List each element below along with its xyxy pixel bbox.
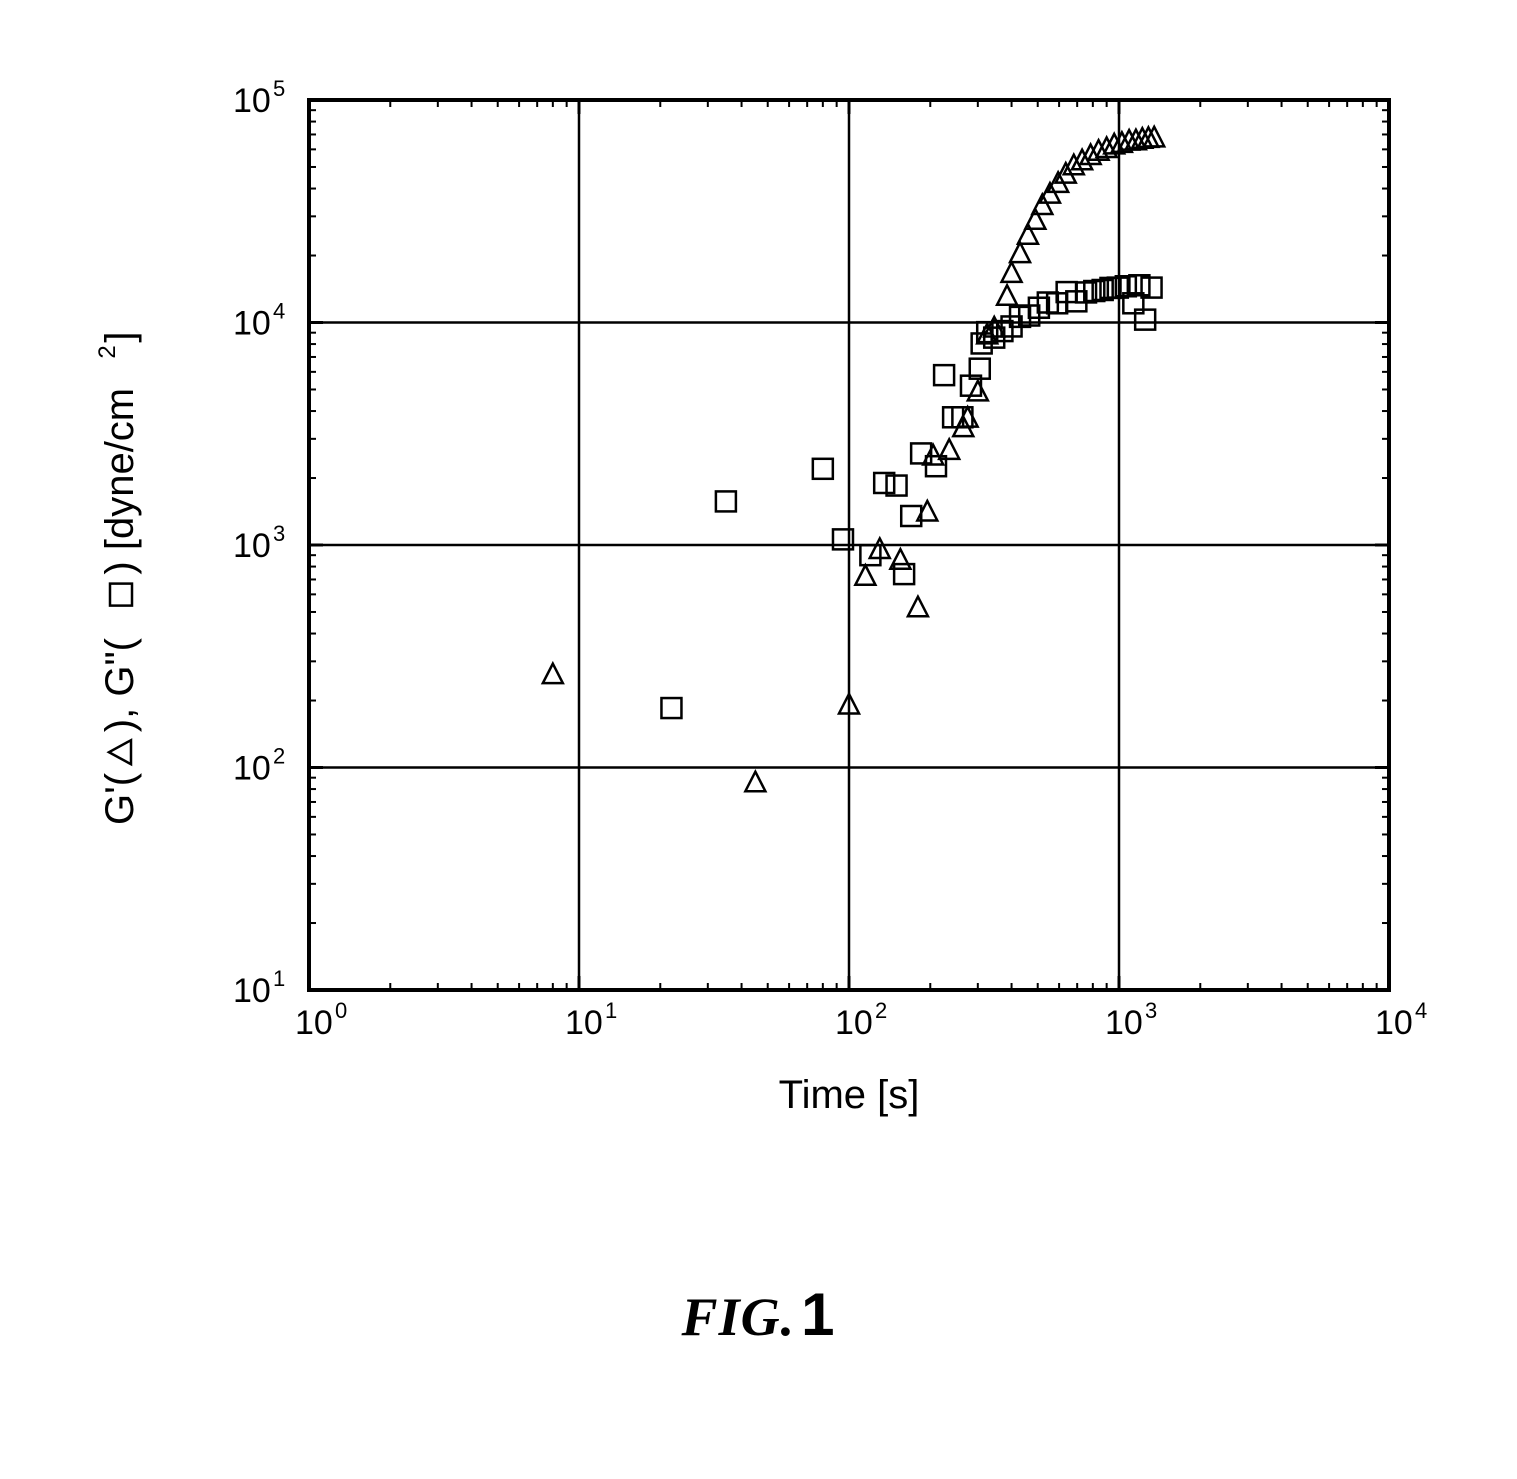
svg-text:10: 10 <box>1105 1004 1143 1042</box>
svg-text:10: 10 <box>233 527 271 565</box>
svg-text:), G"(: ), G"( <box>98 637 142 732</box>
svg-text:2: 2 <box>94 345 121 358</box>
svg-text:1: 1 <box>273 966 285 991</box>
svg-text:3: 3 <box>1145 998 1157 1023</box>
svg-text:10: 10 <box>565 1004 603 1042</box>
svg-text:2: 2 <box>273 744 285 769</box>
svg-text:5: 5 <box>273 76 285 101</box>
svg-text:10: 10 <box>233 305 271 343</box>
svg-text:1: 1 <box>605 998 617 1023</box>
svg-text:2: 2 <box>875 998 887 1023</box>
svg-text:Time [s]: Time [s] <box>778 1073 919 1117</box>
svg-text:3: 3 <box>273 521 285 546</box>
svg-text:) [dyne/cm: ) [dyne/cm <box>98 388 142 575</box>
caption-number: 1 <box>801 1281 835 1348</box>
svg-text:10: 10 <box>295 1004 333 1042</box>
svg-text:G'(: G'( <box>98 772 142 825</box>
rheology-chart: 100101102103104101102103104105Time [s]G'… <box>59 40 1459 1190</box>
svg-text:10: 10 <box>835 1004 873 1042</box>
svg-text:10: 10 <box>233 82 271 120</box>
svg-text:4: 4 <box>1415 998 1427 1023</box>
svg-text:10: 10 <box>1375 1004 1413 1042</box>
figure-caption: FIG.1 <box>59 1280 1459 1349</box>
svg-text:10: 10 <box>233 750 271 788</box>
svg-text:4: 4 <box>273 299 285 324</box>
svg-text:0: 0 <box>335 998 347 1023</box>
svg-text:10: 10 <box>233 972 271 1010</box>
caption-prefix: FIG. <box>682 1287 796 1347</box>
chart-container: 100101102103104101102103104105Time [s]G'… <box>59 40 1459 1390</box>
svg-text:]: ] <box>98 331 142 342</box>
